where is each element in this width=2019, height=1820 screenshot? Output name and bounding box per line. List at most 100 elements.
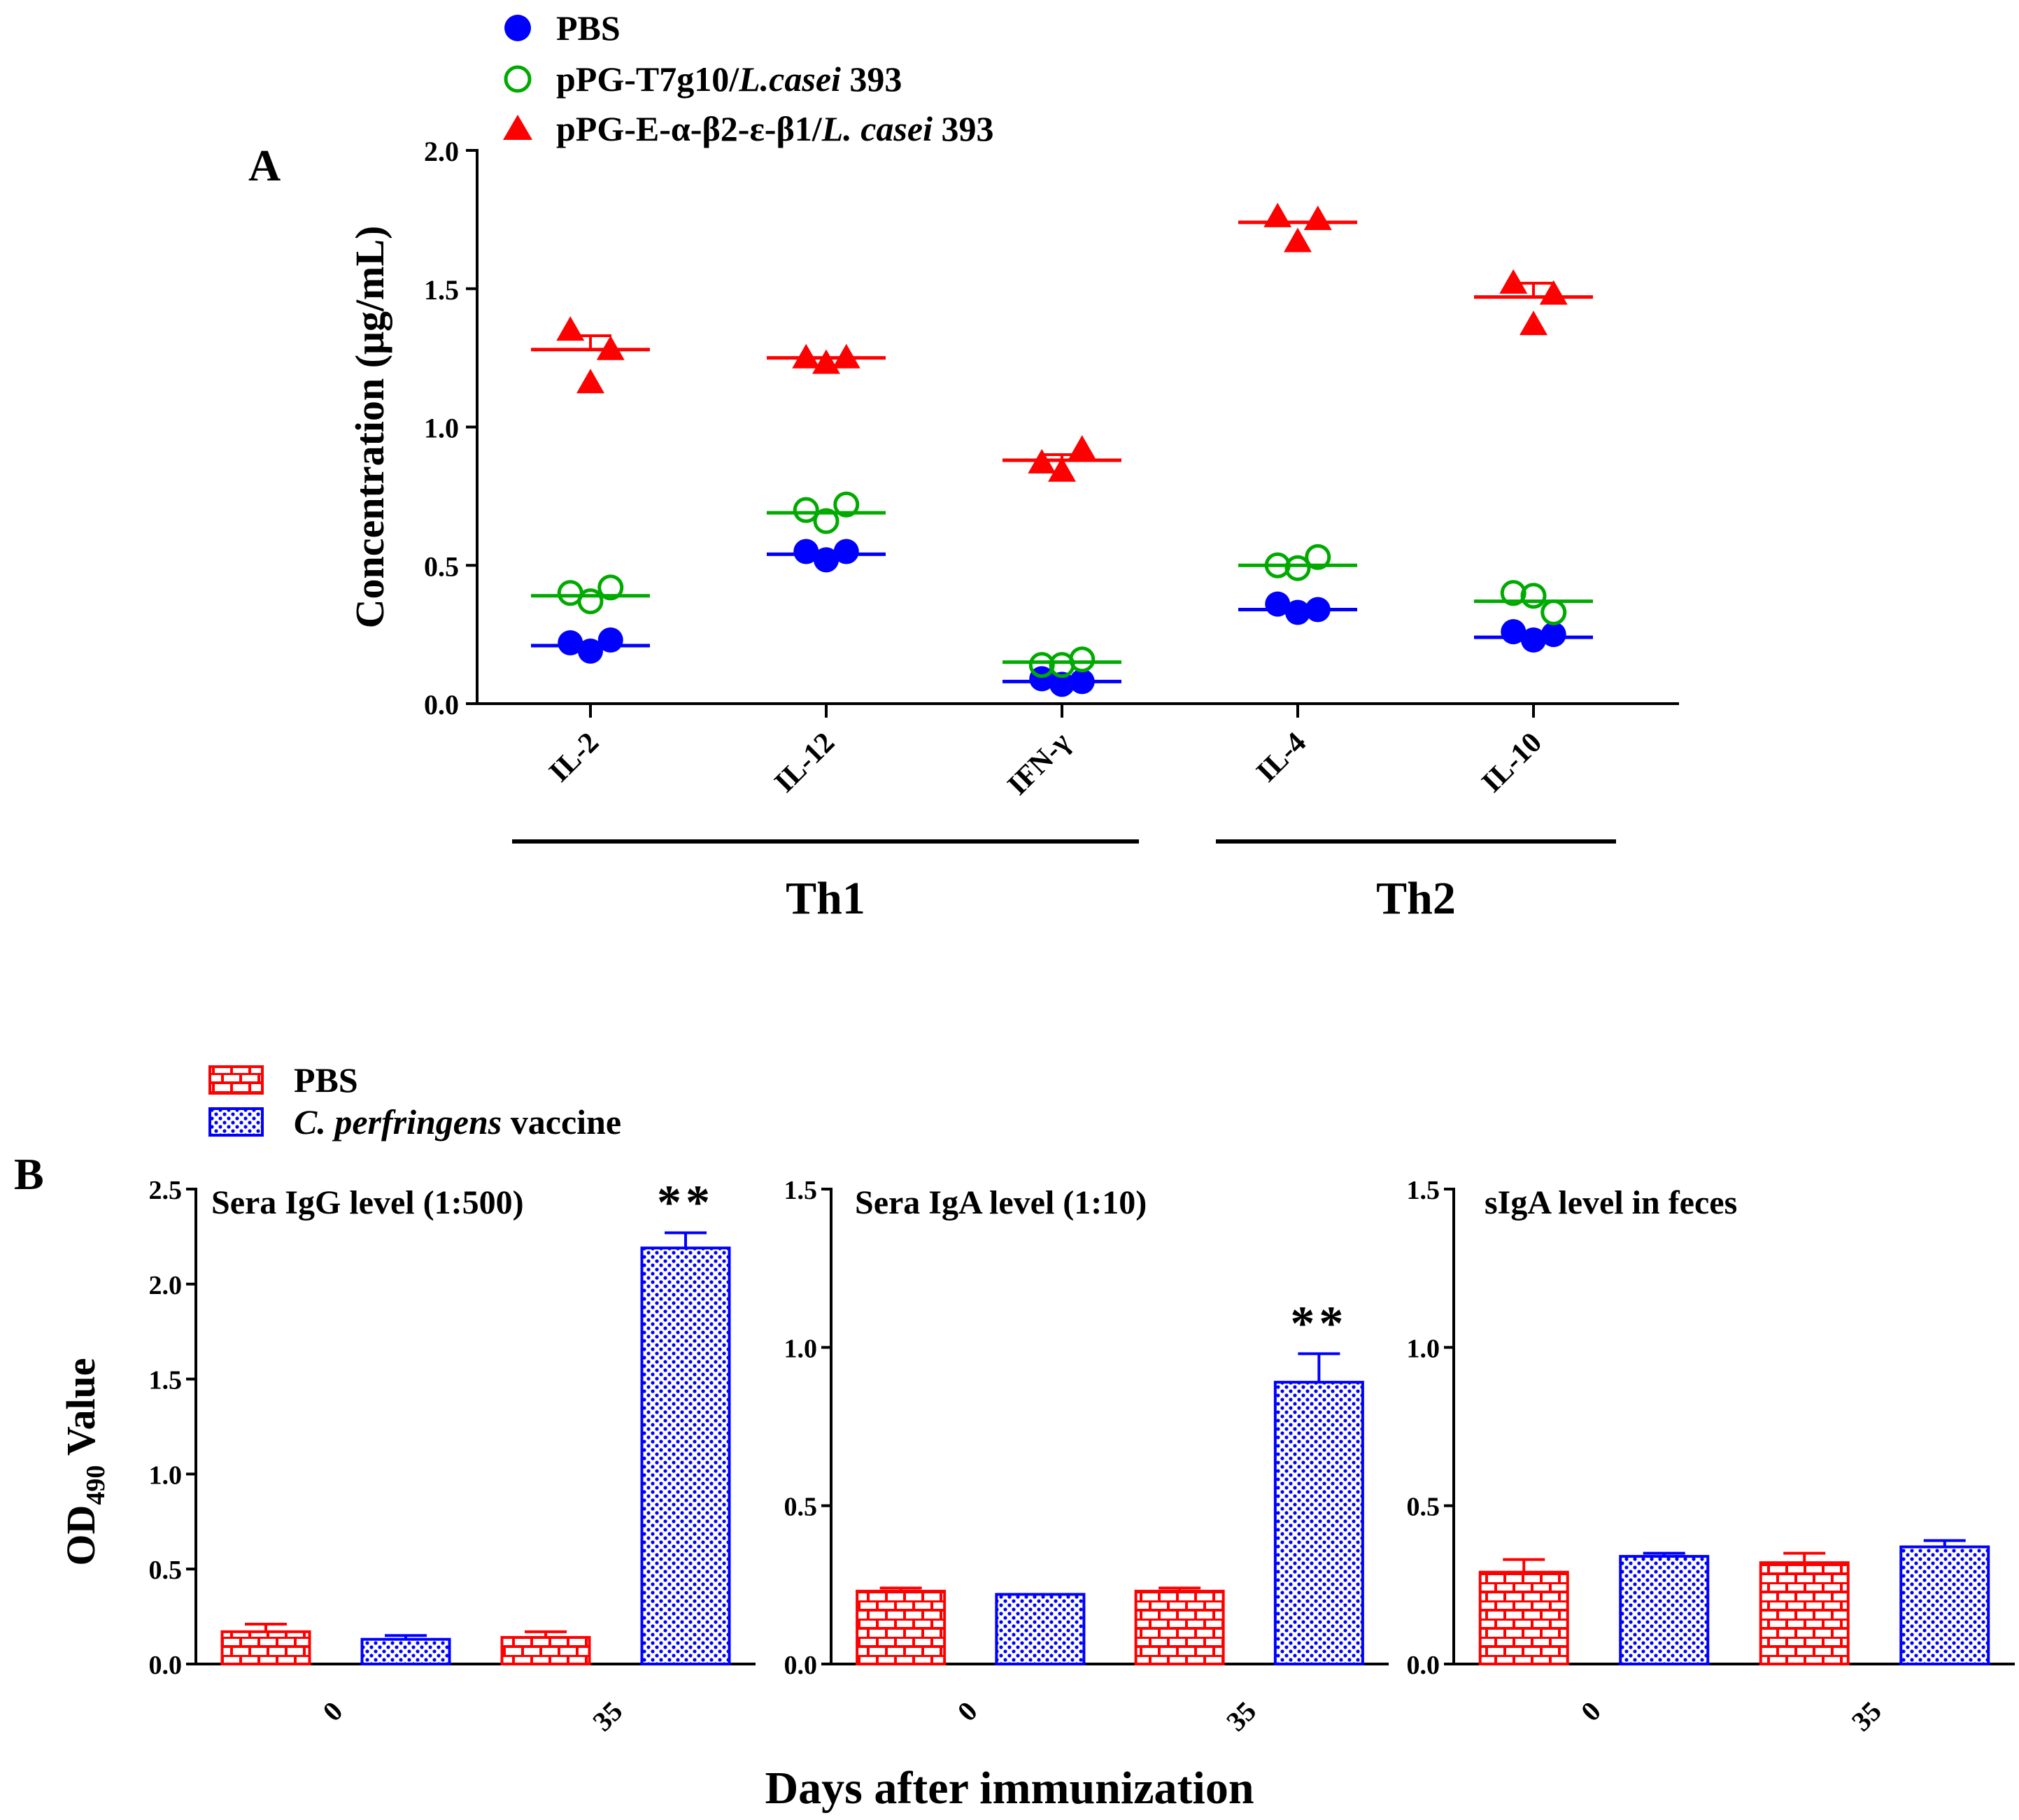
chart-b-ytick-label: 1.5 bbox=[149, 1366, 183, 1395]
chart-a-point-pbs bbox=[578, 638, 603, 664]
chart-a-ytick-label: 0.5 bbox=[424, 550, 459, 582]
chart-b-bar-pbs bbox=[1134, 1589, 1225, 1666]
chart-a-xtick-label: IL-10 bbox=[1476, 727, 1548, 799]
chart-a-point-control bbox=[1305, 543, 1331, 570]
chart-a-point-control bbox=[1520, 583, 1547, 609]
chart-b-ytick-label: 0.5 bbox=[149, 1556, 183, 1585]
chart-a-ylabel: Concentration (μg/mL) bbox=[347, 226, 392, 629]
chart-a-point-pbs bbox=[833, 539, 859, 564]
chart-a-point-control bbox=[1069, 646, 1096, 673]
chart-a-ytick-label: 1.0 bbox=[424, 413, 459, 444]
chart-b-ytick-label: 2.0 bbox=[149, 1271, 183, 1300]
chart-b-ylabel-main: OD bbox=[58, 1505, 104, 1566]
chart-a-point-control bbox=[833, 491, 860, 518]
chart-b-ytick-label: 2.5 bbox=[149, 1176, 183, 1205]
chart-b-xtick-label: 0 bbox=[1575, 1695, 1607, 1728]
chart-a-point-pbs bbox=[1265, 591, 1291, 617]
chart-a-ytick-label: 1.5 bbox=[424, 274, 459, 306]
chart-a-ytick-label: 0.0 bbox=[424, 689, 459, 720]
chart-a-point-control bbox=[1028, 652, 1055, 678]
chart-b-xlabel: Days after immunization bbox=[765, 1763, 1254, 1814]
chart-a-point-vaccine bbox=[1028, 448, 1056, 474]
panel-label-b: B bbox=[14, 1149, 44, 1199]
chart-b-ytick-label: 1.0 bbox=[1407, 1334, 1440, 1363]
chart-a-xtick-label: IFN-γ bbox=[1002, 726, 1077, 802]
chart-a-point-control bbox=[597, 574, 624, 601]
legend-b-swatch-pbs bbox=[208, 1065, 264, 1095]
chart-a-point-vaccine bbox=[1068, 435, 1096, 460]
chart-a-group-label: Th1 bbox=[786, 873, 865, 924]
chart-a-group-label: Th2 bbox=[1376, 873, 1456, 924]
chart-b-ylabel-rest: Value bbox=[58, 1358, 104, 1465]
chart-a-xtick-label: IL-4 bbox=[1250, 727, 1312, 789]
chart-b-bar-vaccine bbox=[1619, 1555, 1710, 1665]
legend-a-label-0-prefix: PBS bbox=[556, 8, 621, 48]
chart-a-point-pbs bbox=[597, 627, 623, 653]
chart-a-point-vaccine bbox=[1539, 280, 1568, 305]
chart-a-point-vaccine bbox=[812, 349, 840, 374]
chart-a-point-pbs bbox=[1069, 669, 1095, 695]
chart-b-subplot-title: Sera IgG level (1:500) bbox=[211, 1184, 524, 1221]
chart-b-ytick-label: 0.0 bbox=[1407, 1651, 1440, 1680]
chart-b-significance: ** bbox=[657, 1176, 714, 1230]
chart-a-point-control bbox=[1500, 580, 1526, 606]
chart-b-ytick-label: 0.0 bbox=[784, 1651, 818, 1680]
panel-label-a: A bbox=[248, 141, 281, 190]
legend-a-marker-control bbox=[504, 65, 532, 93]
chart-a-point-vaccine bbox=[596, 335, 625, 360]
chart-b-bar-pbs bbox=[220, 1630, 311, 1665]
legend-b-label-0-prefix: PBS bbox=[294, 1060, 358, 1100]
chart-a-xtick-label: IL-2 bbox=[543, 727, 605, 789]
legend-a-marker-pbs bbox=[504, 15, 531, 41]
legend-b-label-1: C. perfringens vaccine bbox=[294, 1102, 621, 1142]
chart-b-bar-pbs bbox=[856, 1589, 947, 1666]
chart-a-point-vaccine bbox=[1284, 227, 1312, 253]
legend-b-label-1-italic: C. perfringens bbox=[294, 1102, 502, 1142]
chart-a-point-vaccine bbox=[1303, 205, 1332, 230]
chart-a-point-control bbox=[1284, 555, 1311, 581]
chart-a-point-pbs bbox=[1285, 599, 1310, 625]
chart-b-ytick-label: 0.5 bbox=[1407, 1493, 1440, 1522]
chart-b-ylabel-sub: 490 bbox=[81, 1465, 111, 1505]
chart-a-point-vaccine bbox=[1499, 269, 1528, 294]
chart-b-xtick-label: 0 bbox=[316, 1695, 348, 1728]
chart-a-ytick-label: 2.0 bbox=[424, 136, 459, 167]
chart-a-point-pbs bbox=[793, 539, 819, 564]
chart-a-point-pbs bbox=[558, 630, 583, 655]
legend-a-label-1-prefix: pPG-T7g10/ bbox=[556, 59, 739, 99]
chart-b-bar-pbs bbox=[1759, 1561, 1850, 1666]
legend-b-label-1-suffix: vaccine bbox=[502, 1102, 621, 1142]
chart-b-bar-vaccine bbox=[995, 1593, 1086, 1665]
chart-a-point-control bbox=[813, 508, 840, 534]
chart-a-point-pbs bbox=[1521, 627, 1546, 653]
legend-a-marker-vaccine bbox=[503, 115, 532, 140]
chart-b-bar-pbs bbox=[1478, 1570, 1569, 1665]
chart-a-point-pbs bbox=[1049, 671, 1075, 697]
chart-b-ytick-label: 0.5 bbox=[784, 1493, 818, 1522]
chart-b-bar-vaccine bbox=[1899, 1545, 1990, 1666]
chart-b-xtick-label: 0 bbox=[951, 1695, 984, 1728]
chart-b-subplot-title: sIgA level in feces bbox=[1485, 1184, 1737, 1221]
legend-b-label-0: PBS bbox=[294, 1060, 358, 1100]
chart-a-point-vaccine bbox=[832, 343, 860, 369]
chart-a-point-pbs bbox=[1305, 597, 1331, 623]
chart-b-xtick-label: 35 bbox=[1220, 1695, 1262, 1737]
chart-a-point-control bbox=[1264, 552, 1291, 578]
legend-b-swatch-vaccine bbox=[208, 1107, 264, 1137]
legend-a-label-2: pPG-E-α-β2-ε-β1/L. casei 393 bbox=[556, 109, 993, 148]
chart-a-xtick-label: IL-12 bbox=[769, 727, 841, 799]
chart-a-point-vaccine bbox=[1048, 457, 1076, 482]
chart-b-bar-vaccine bbox=[360, 1637, 451, 1665]
chart-b-bar-vaccine bbox=[1273, 1381, 1364, 1666]
chart-b-significance: ** bbox=[1290, 1297, 1347, 1351]
legend-a-label-1-italic: L.casei bbox=[738, 59, 841, 99]
chart-a-point-vaccine bbox=[576, 369, 604, 394]
chart-a-point-control bbox=[1540, 599, 1567, 625]
chart-a-point-pbs bbox=[814, 547, 839, 573]
legend-a-label-2-prefix: pPG-E-α-β2-ε-β1/ bbox=[556, 109, 823, 148]
chart-a-point-pbs bbox=[1540, 622, 1566, 648]
chart-b-ylabel: OD490 Value bbox=[58, 1358, 111, 1565]
chart-b-ytick-label: 1.5 bbox=[784, 1176, 818, 1205]
